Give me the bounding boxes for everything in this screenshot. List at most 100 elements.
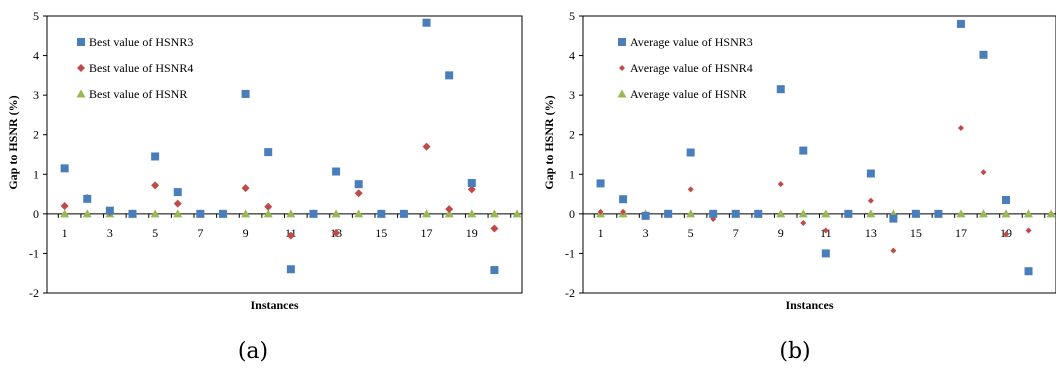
data-point xyxy=(687,186,694,193)
data-point xyxy=(978,209,988,218)
data-point xyxy=(776,85,785,94)
y-tick-label: -1 xyxy=(565,246,575,260)
data-point xyxy=(512,209,522,218)
data-point xyxy=(105,206,114,215)
y-tick-label: 4 xyxy=(33,49,39,63)
data-point xyxy=(1024,209,1034,218)
panel-caption: (b) xyxy=(779,339,810,364)
data-point xyxy=(821,209,831,218)
x-tick-label: 1 xyxy=(62,226,68,240)
data-point xyxy=(596,179,605,188)
y-tick-label: 1 xyxy=(33,167,39,181)
y-tick-label: 3 xyxy=(33,88,39,102)
plot-area-border xyxy=(582,15,1056,294)
data-point xyxy=(754,209,763,218)
data-point xyxy=(889,214,898,223)
legend-label: Best value of HSNR4 xyxy=(89,61,193,75)
data-point xyxy=(490,224,499,233)
y-tick-label: 5 xyxy=(569,9,575,23)
y-tick-label: -1 xyxy=(29,246,39,260)
y-axis-title: Gap to HSNR (%) xyxy=(6,95,20,189)
x-tick-label: 1 xyxy=(598,226,604,240)
data-point xyxy=(331,209,341,218)
y-tick-label: 3 xyxy=(569,88,575,102)
data-point xyxy=(173,188,182,197)
data-point xyxy=(822,227,829,234)
y-tick-label: 2 xyxy=(33,128,39,142)
data-point xyxy=(800,219,807,226)
y-tick-label: 2 xyxy=(569,128,575,142)
legend-label: Average value of HSNR xyxy=(630,87,747,101)
data-point xyxy=(60,164,69,173)
data-point xyxy=(867,197,874,204)
data-point xyxy=(1024,267,1033,276)
data-point xyxy=(60,209,70,218)
y-tick-label: -2 xyxy=(29,286,39,300)
data-point xyxy=(241,209,251,218)
data-point xyxy=(151,152,160,161)
data-point xyxy=(1025,227,1032,234)
data-point xyxy=(286,231,295,240)
data-point xyxy=(128,209,137,218)
legend-marker xyxy=(76,89,86,98)
data-point xyxy=(866,209,876,218)
data-point xyxy=(1002,231,1009,238)
x-tick-label: 17 xyxy=(421,226,433,240)
data-point xyxy=(377,209,386,218)
data-point xyxy=(264,202,273,211)
chart-panel-2: -2-1012345135791113151719InstancesGap to… xyxy=(542,9,1056,364)
data-point xyxy=(1001,196,1010,205)
y-tick-label: 0 xyxy=(33,207,39,221)
data-point xyxy=(1046,209,1056,218)
legend-label: Average value of HSNR4 xyxy=(630,61,753,75)
data-point xyxy=(620,208,627,215)
y-tick-label: 4 xyxy=(569,49,575,63)
data-point xyxy=(467,209,477,218)
x-tick-label: 19 xyxy=(466,226,478,240)
chart-panel-1: -2-1012345135791113151719InstancesGap to… xyxy=(6,9,523,364)
data-point xyxy=(686,209,696,218)
plot-area-border xyxy=(46,15,523,294)
data-point xyxy=(60,201,69,210)
data-point xyxy=(844,209,853,218)
data-point xyxy=(354,180,363,189)
data-point xyxy=(422,18,431,27)
x-tick-label: 9 xyxy=(243,226,249,240)
data-point xyxy=(241,184,250,193)
data-point xyxy=(422,209,432,218)
x-tick-label: 13 xyxy=(865,226,877,240)
data-point xyxy=(82,209,92,218)
data-point xyxy=(866,169,875,178)
data-point xyxy=(150,209,160,218)
data-point xyxy=(332,167,341,176)
data-point xyxy=(218,209,227,218)
x-tick-label: 9 xyxy=(778,226,784,240)
data-point xyxy=(799,146,808,155)
data-point xyxy=(332,228,341,237)
data-point xyxy=(821,249,830,258)
data-point xyxy=(445,71,454,80)
legend-marker xyxy=(617,89,627,98)
data-point xyxy=(151,181,160,190)
x-tick-label: 7 xyxy=(197,226,203,240)
data-point xyxy=(354,209,364,218)
x-tick-label: 5 xyxy=(688,226,694,240)
legend-marker xyxy=(77,64,85,72)
data-point xyxy=(467,178,476,187)
data-point xyxy=(309,209,318,218)
y-axis-title: Gap to HSNR (%) xyxy=(542,95,556,189)
data-point xyxy=(489,209,499,218)
data-point xyxy=(467,185,476,194)
data-point xyxy=(490,266,499,275)
y-tick-label: 0 xyxy=(569,207,575,221)
data-point xyxy=(709,209,718,218)
data-point xyxy=(979,50,988,59)
panel-caption: (a) xyxy=(238,339,268,364)
data-point xyxy=(83,194,92,203)
data-point xyxy=(641,211,650,220)
y-tick-label: 5 xyxy=(33,9,39,23)
legend-marker xyxy=(77,38,85,46)
x-axis-title: Instances xyxy=(785,298,833,312)
data-point xyxy=(422,142,431,151)
